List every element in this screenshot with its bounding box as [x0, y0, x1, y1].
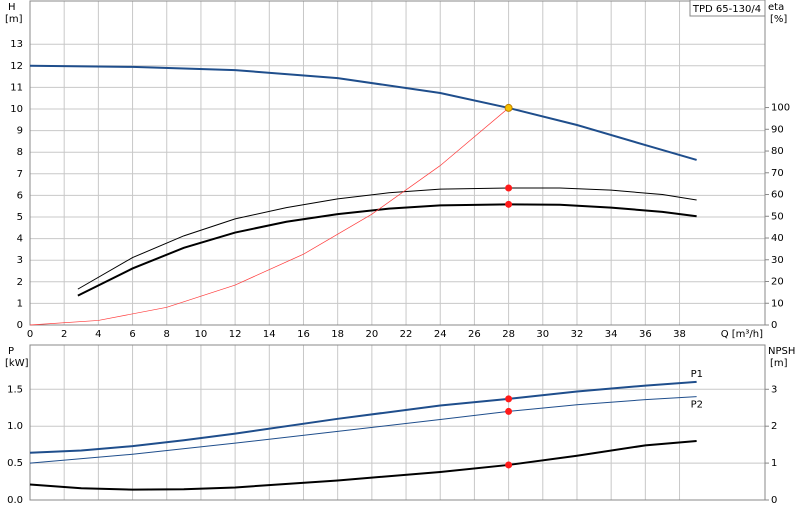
curve: [29, 380, 697, 454]
x-tick-label: 4: [95, 329, 101, 340]
duty-point: [505, 407, 513, 415]
y-tick-label: 4: [17, 234, 23, 245]
y-tick-label: 2: [17, 277, 23, 288]
x-tick-label: 26: [468, 329, 481, 340]
y2-tick-label: 0: [771, 495, 777, 506]
x-tick-label: 20: [365, 329, 378, 340]
y-tick-label: 0.5: [7, 458, 23, 469]
y-tick-label: 8: [17, 147, 23, 158]
y-tick-label: 3: [17, 255, 23, 266]
series-label: P1: [691, 369, 703, 380]
y2-tick-label: 3: [771, 384, 777, 395]
x-tick-label: 28: [502, 329, 515, 340]
y-axis-label: P: [8, 346, 14, 357]
series-label: P2: [691, 400, 703, 411]
y2-tick-label: 30: [771, 255, 784, 266]
curve: [29, 439, 697, 491]
x-tick-label: 30: [536, 329, 549, 340]
duty-point: [504, 103, 513, 112]
curve: [77, 187, 697, 290]
y2-tick-label: 20: [771, 277, 784, 288]
y2-axis-unit: [m]: [770, 358, 788, 369]
y-tick-label: 11: [10, 82, 23, 93]
y2-tick-label: 10: [771, 298, 784, 309]
x-tick-label: 2: [61, 329, 67, 340]
y-axis-unit: [m]: [5, 14, 23, 25]
x-tick-label: 0: [27, 329, 33, 340]
y2-tick-label: 70: [771, 168, 784, 179]
x-tick-label: 34: [605, 329, 618, 340]
x-tick-label: 16: [297, 329, 310, 340]
x-tick-label: 6: [129, 329, 135, 340]
x-tick-label: 32: [571, 329, 584, 340]
plot-frame: [29, 0, 766, 326]
y2-tick-label: 0: [771, 320, 777, 331]
y-tick-label: 0: [17, 320, 23, 331]
pump-label-box: [689, 0, 766, 17]
y-tick-label: 5: [17, 212, 23, 223]
duty-point: [505, 461, 513, 469]
y2-axis-label: eta: [768, 2, 784, 13]
duty-point: [505, 395, 513, 403]
y2-tick-label: 2: [771, 421, 777, 432]
y-tick-label: 7: [17, 169, 23, 180]
x-tick-label: 8: [164, 329, 170, 340]
y-tick-label: 9: [17, 126, 23, 137]
y-tick-label: 13: [10, 39, 23, 50]
x-tick-label: 18: [331, 329, 344, 340]
y-tick-label: 12: [10, 61, 23, 72]
x-tick-label: 38: [673, 329, 686, 340]
y2-tick-label: 50: [771, 211, 784, 222]
y-tick-label: 0.0: [7, 495, 23, 506]
y-tick-label: 6: [17, 190, 23, 201]
y2-axis-unit: [%]: [770, 14, 787, 25]
plot-frame: [29, 344, 766, 501]
y2-tick-label: 60: [771, 190, 784, 201]
curve: [29, 396, 697, 464]
curve: [77, 203, 697, 297]
curve: [29, 64, 697, 161]
y-axis-unit: [kW]: [5, 358, 29, 369]
x-tick-label: 10: [195, 329, 208, 340]
y2-tick-label: 1: [771, 458, 777, 469]
duty-point: [505, 200, 513, 208]
y2-tick-label: 100: [771, 103, 790, 114]
pump-label: TPD 65-130/4: [692, 4, 761, 15]
y2-tick-label: 40: [771, 233, 784, 244]
y2-tick-label: 90: [771, 124, 784, 135]
y2-axis-label: NPSH: [768, 346, 795, 357]
y-tick-label: 1.5: [7, 384, 23, 395]
x-tick-label: 12: [229, 329, 242, 340]
x-tick-label: 24: [434, 329, 447, 340]
duty-point: [505, 184, 513, 192]
x-tick-label: 14: [263, 329, 276, 340]
y-axis-label: H: [8, 2, 16, 13]
x-axis-label: Q [m³/h]: [721, 329, 763, 340]
y-tick-label: 1.0: [7, 421, 23, 432]
y2-tick-label: 80: [771, 146, 784, 157]
y-tick-label: 10: [10, 104, 23, 115]
y-tick-label: 1: [17, 298, 23, 309]
x-tick-label: 36: [639, 329, 652, 340]
x-tick-label: 22: [400, 329, 413, 340]
curve: [29, 107, 509, 326]
